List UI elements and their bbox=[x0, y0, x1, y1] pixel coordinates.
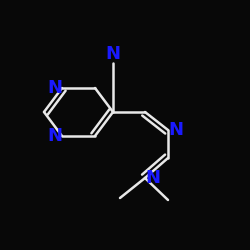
Text: N: N bbox=[106, 45, 120, 63]
Text: N: N bbox=[47, 127, 62, 145]
Text: N: N bbox=[47, 79, 62, 97]
Text: N: N bbox=[168, 121, 183, 139]
Text: N: N bbox=[145, 169, 160, 187]
